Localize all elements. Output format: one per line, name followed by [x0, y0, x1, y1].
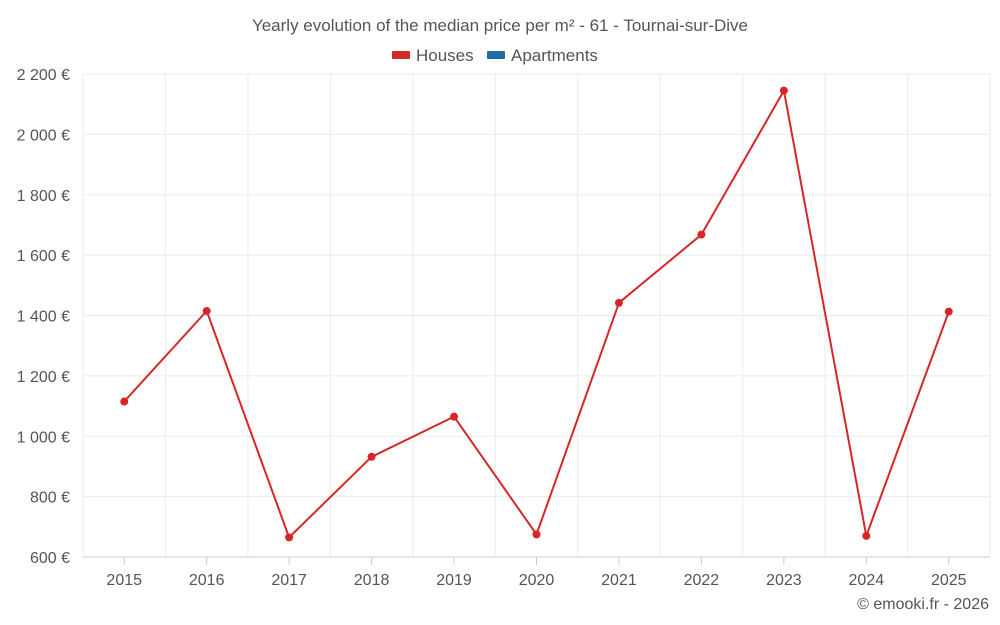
data-point-houses[interactable] [614, 298, 623, 307]
data-point-houses[interactable] [202, 306, 211, 315]
data-point-houses[interactable] [450, 412, 459, 421]
data-point-houses[interactable] [120, 397, 129, 406]
y-tick-label: 2 200 € [17, 67, 70, 84]
x-tick-label: 2023 [766, 572, 802, 589]
y-axis-ticks: 600 € 800 € 1 000 € 1 200 € 1 400 € 1 600 € 1 … [17, 67, 70, 567]
x-tick-label: 2025 [931, 572, 967, 589]
grid [82, 73, 991, 557]
x-tick-label: 2018 [354, 572, 390, 589]
y-tick-label: 1 600 € [17, 248, 70, 265]
legend-item-apartments[interactable]: Apartments [487, 46, 598, 65]
y-tick-label: 1 200 € [17, 369, 70, 386]
x-tick-label: 2021 [601, 572, 637, 589]
legend: Houses Apartments [392, 46, 598, 65]
y-tick-label: 1 000 € [17, 429, 70, 446]
legend-item-houses[interactable]: Houses [392, 46, 474, 65]
legend-label-houses: Houses [416, 46, 474, 65]
x-tick-label: 2019 [436, 572, 472, 589]
series-houses [120, 86, 953, 542]
data-point-houses[interactable] [697, 230, 706, 239]
data-point-houses[interactable] [944, 307, 953, 316]
data-point-houses[interactable] [367, 452, 376, 461]
legend-swatch-apartments [487, 51, 505, 59]
x-tick-label: 2022 [684, 572, 720, 589]
y-tick-label: 1 800 € [17, 188, 70, 205]
x-tick-label: 2016 [189, 572, 225, 589]
chart-title: Yearly evolution of the median price per… [252, 16, 748, 35]
credit-text: © emooki.fr - 2026 [857, 596, 989, 613]
data-point-houses[interactable] [285, 533, 294, 542]
data-point-houses[interactable] [532, 530, 541, 539]
x-tick-label: 2020 [519, 572, 555, 589]
x-tick-label: 2024 [849, 572, 885, 589]
y-tick-label: 600 € [30, 550, 70, 567]
y-tick-label: 1 400 € [17, 309, 70, 326]
x-axis-ticks: 2015 2016 2017 2018 2019 2020 2021 2022 2023 2024… [106, 557, 967, 589]
data-point-houses[interactable] [779, 86, 788, 95]
x-tick-label: 2017 [271, 572, 307, 589]
data-point-houses[interactable] [862, 531, 871, 540]
x-tick-label: 2015 [106, 572, 142, 589]
legend-swatch-houses [392, 51, 410, 59]
legend-label-apartments: Apartments [511, 46, 598, 65]
y-tick-label: 2 000 € [17, 127, 70, 144]
y-tick-label: 800 € [30, 490, 70, 507]
